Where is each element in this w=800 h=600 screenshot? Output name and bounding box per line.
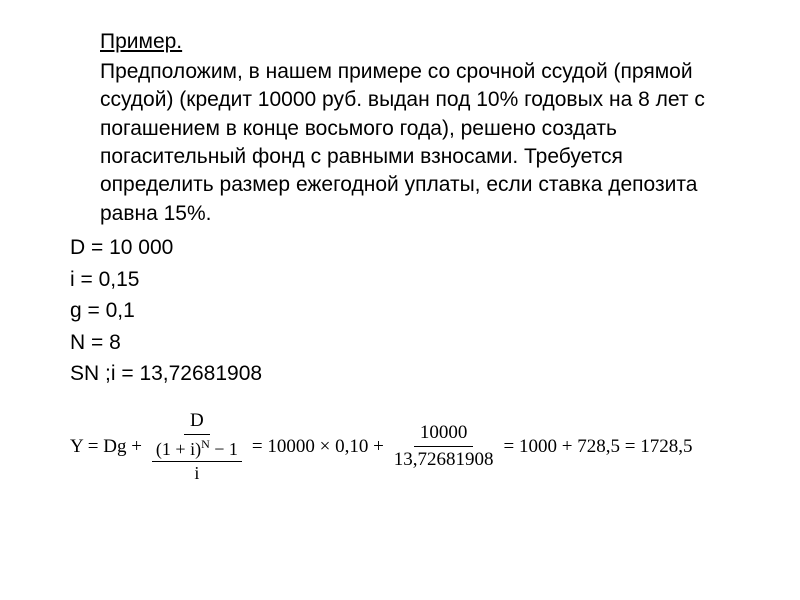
frac1-inner-den: i xyxy=(190,462,203,484)
param-D: D = 10 000 xyxy=(70,232,730,264)
param-g: g = 0,1 xyxy=(70,295,730,327)
frac2-numerator: 10000 xyxy=(414,422,474,447)
param-i: i = 0,15 xyxy=(70,264,730,296)
formula-lhs: Y = Dg + xyxy=(70,436,142,458)
formula: Y = Dg + D (1 + i)N − 1 i = 10000 × 0,10… xyxy=(70,410,730,484)
frac1-den-exp: N xyxy=(201,437,210,451)
formula-fraction-1: D (1 + i)N − 1 i xyxy=(146,410,248,484)
example-title: Пример. xyxy=(70,30,730,54)
formula-eq2: = 1000 + 728,5 = 1728,5 xyxy=(504,436,693,458)
formula-eq1: = 10000 × 0,10 + xyxy=(252,436,384,458)
frac1-den-tail: − 1 xyxy=(210,439,238,459)
frac1-numerator: D xyxy=(184,410,210,435)
frac1-inner: (1 + i)N − 1 i xyxy=(152,437,242,484)
param-N: N = 8 xyxy=(70,327,730,359)
problem-statement: Предположим, в нашем примере со срочной … xyxy=(70,58,730,228)
frac1-inner-num: (1 + i)N − 1 xyxy=(152,437,242,462)
frac1-den-base: (1 + i) xyxy=(156,439,201,459)
param-SN: SN ;i = 13,72681908 xyxy=(70,358,730,390)
frac1-denominator: (1 + i)N − 1 i xyxy=(146,435,248,484)
formula-fraction-2: 10000 13,72681908 xyxy=(388,422,500,471)
frac2-denominator: 13,72681908 xyxy=(388,447,500,471)
